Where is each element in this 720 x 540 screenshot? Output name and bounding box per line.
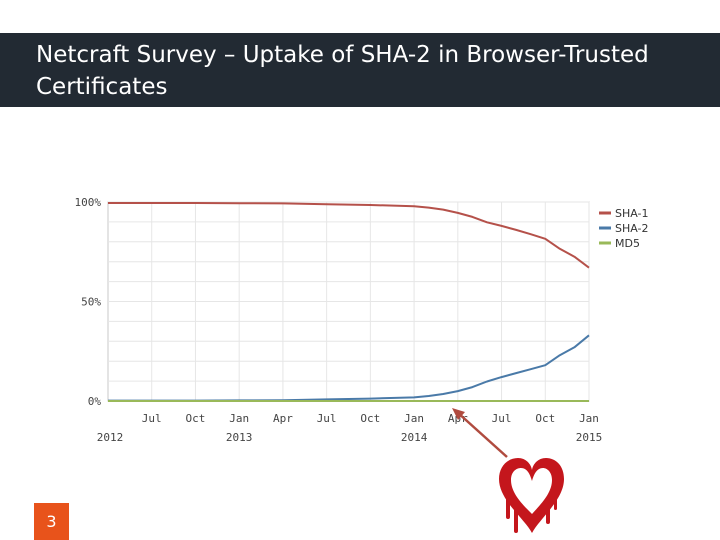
x-tick-label: Jul [142, 412, 162, 425]
x-tick-label: Jul [492, 412, 512, 425]
x-axis-labels: JulOctJan2013AprJulOctJan2014AprJulOctJa… [97, 412, 603, 444]
series-line-sha-1 [108, 202, 590, 269]
chart-legend: SHA-1 SHA-2 MD5 [599, 207, 649, 250]
y-tick-label: 50% [81, 296, 101, 309]
x-year-label: 2015 [576, 431, 603, 444]
x-tick-label: Jan [404, 412, 424, 425]
arrow-head-icon [452, 408, 465, 420]
series-lines [108, 202, 590, 402]
legend-label: SHA-2 [615, 222, 649, 235]
legend-label: SHA-1 [615, 207, 649, 220]
y-tick-label: 100% [75, 196, 102, 209]
x-year-label: 2014 [401, 431, 428, 444]
slide-title: Netcraft Survey – Uptake of SHA-2 in Bro… [36, 42, 649, 100]
x-tick-label: Jan [579, 412, 599, 425]
x-tick-label: Jul [317, 412, 337, 425]
y-axis-labels: 0% 50% 100% [75, 196, 102, 408]
arrow-icon [456, 411, 508, 458]
legend-label: MD5 [615, 237, 640, 250]
x-tick-label: Oct [186, 412, 206, 425]
slide-number: 3 [34, 503, 69, 540]
heartbleed-bleeding-heart-icon [499, 458, 564, 533]
x-tick-label: Oct [360, 412, 380, 425]
chart-grid [107, 201, 590, 402]
annotation-layer [452, 408, 564, 533]
title-bar: Netcraft Survey – Uptake of SHA-2 in Bro… [0, 33, 720, 107]
x-tick-label: Jan [229, 412, 249, 425]
x-tick-label: Apr [273, 412, 293, 425]
x-year-label: 2013 [226, 431, 253, 444]
y-tick-label: 0% [88, 395, 102, 408]
x-tick-label: Oct [535, 412, 555, 425]
x-year-label: 2012 [97, 431, 124, 444]
